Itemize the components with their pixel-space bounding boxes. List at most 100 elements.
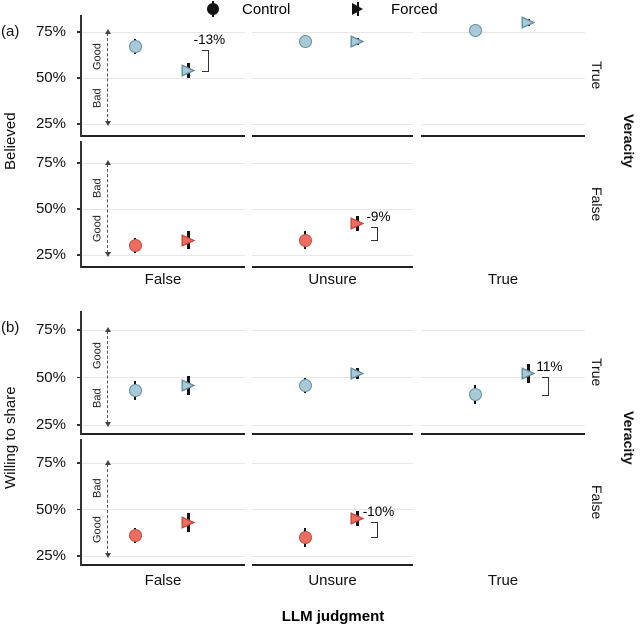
- data-point-forced: [350, 512, 365, 526]
- y-tick-mark: [77, 31, 80, 33]
- annotation-label: -9%: [366, 208, 391, 224]
- y-tick-mark: [77, 77, 80, 79]
- gridline: [252, 329, 413, 331]
- x-tick-label: Unsure: [308, 271, 357, 288]
- direction-label-top: Good: [91, 43, 104, 71]
- direction-arrowhead-up: [104, 460, 111, 465]
- y-tick-label: 25%: [35, 547, 66, 564]
- gridline: [421, 123, 585, 125]
- y-tick-mark: [77, 208, 80, 210]
- gridline: [252, 77, 413, 79]
- gridline: [81, 254, 245, 256]
- x-tick-label: Unsure: [308, 572, 357, 589]
- gridline: [81, 377, 245, 378]
- y-axis-title: Willing to share: [2, 386, 19, 490]
- data-point-forced: [181, 233, 196, 247]
- legend: Control Forced: [0, 0, 640, 18]
- direction-label-bottom: Good: [91, 516, 104, 544]
- data-point-control: [128, 529, 142, 543]
- direction-label-top: Bad: [91, 178, 104, 198]
- data-point-forced: [181, 64, 196, 78]
- y-tick-mark: [77, 424, 80, 426]
- y-tick-label: 50%: [35, 500, 66, 518]
- facet-strip-label: True: [589, 358, 605, 387]
- direction-arrow: [107, 164, 108, 253]
- direction-label-top: Bad: [91, 478, 104, 499]
- annotation-bracket: [542, 376, 550, 396]
- forced-triangle-icon: [352, 3, 363, 15]
- annotation-label: -13%: [193, 31, 226, 47]
- axis-line: [81, 433, 245, 435]
- gridline: [81, 462, 245, 464]
- gridline: [81, 555, 245, 557]
- y-tick-label: 50%: [35, 69, 66, 86]
- direction-arrowhead-down: [104, 422, 111, 427]
- gridline: [252, 377, 413, 378]
- axis-line: [421, 135, 585, 137]
- data-point-control: [468, 23, 482, 37]
- direction-arrowhead-up: [104, 327, 111, 332]
- data-point-control: [298, 233, 312, 247]
- gridline: [81, 509, 245, 510]
- axis-line: [252, 433, 413, 435]
- veracity-strip-label: Veracity: [621, 411, 637, 465]
- annotation-bracket: [202, 49, 210, 72]
- data-point-control: [468, 388, 482, 402]
- gridline: [81, 123, 245, 125]
- gridline: [252, 162, 413, 164]
- y-tick-mark: [77, 123, 80, 125]
- data-point-forced: [350, 217, 365, 231]
- y-tick-mark: [77, 508, 80, 511]
- gridline: [252, 555, 413, 557]
- direction-arrowhead-down: [104, 252, 111, 257]
- gridline: [81, 329, 245, 331]
- axis-line: [81, 135, 245, 137]
- data-point-forced: [350, 34, 365, 48]
- direction-arrowhead-down: [104, 553, 111, 558]
- y-tick-label: 50%: [35, 200, 66, 217]
- direction-arrowhead-up: [104, 29, 111, 34]
- y-axis-title: Believed: [2, 112, 19, 170]
- gridline: [421, 31, 585, 33]
- y-tick-label: 50%: [35, 368, 66, 386]
- y-tick-mark: [77, 162, 80, 164]
- x-tick-label: False: [144, 271, 182, 288]
- gridline: [421, 424, 585, 426]
- y-tick-label: 25%: [35, 246, 66, 263]
- y-axis-line: [80, 439, 82, 566]
- x-tick-label: True: [487, 271, 519, 288]
- panel-label: (b): [1, 319, 20, 336]
- direction-label-bottom: Bad: [91, 88, 104, 108]
- annotation-bracket: [371, 521, 379, 539]
- y-axis-line: [80, 311, 82, 435]
- gridline: [252, 208, 413, 210]
- data-point-control: [128, 239, 142, 253]
- x-tick-label: False: [144, 572, 182, 589]
- data-point-forced: [350, 367, 365, 381]
- x-tick-label: True: [487, 572, 519, 589]
- y-axis-line: [80, 15, 82, 137]
- data-point-control: [128, 384, 142, 398]
- x-axis-title: LLM judgment: [281, 608, 385, 625]
- axis-line: [252, 135, 413, 137]
- gridline: [81, 208, 245, 210]
- axis-line: [252, 564, 413, 566]
- axis-line: [252, 266, 413, 268]
- y-tick-mark: [77, 329, 80, 331]
- data-point-control: [298, 378, 312, 392]
- y-tick-label: 25%: [35, 416, 66, 433]
- gridline: [421, 329, 585, 331]
- y-tick-label: 75%: [35, 154, 66, 171]
- direction-label-bottom: Good: [91, 215, 104, 243]
- direction-arrowhead-up: [104, 160, 111, 165]
- legend-label-control: Control: [242, 1, 291, 18]
- y-tick-mark: [77, 254, 80, 256]
- facet-strip-label: True: [589, 61, 605, 90]
- control-circle-icon: [207, 3, 219, 15]
- data-point-control: [298, 530, 312, 544]
- annotation-label: -10%: [362, 503, 395, 519]
- facet-strip-label: False: [589, 186, 605, 222]
- data-point-control: [128, 40, 142, 54]
- y-axis-line: [80, 141, 82, 268]
